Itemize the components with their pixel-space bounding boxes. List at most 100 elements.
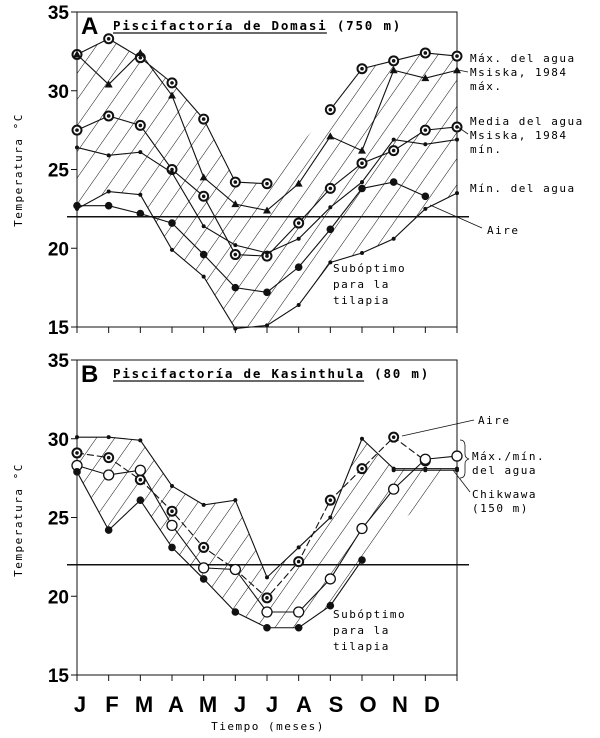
point-air-center <box>328 498 333 502</box>
point-mean_msiska <box>423 142 428 147</box>
point-min_water <box>263 623 271 632</box>
x-tick-label: M <box>199 692 217 717</box>
point-max_water <box>328 515 333 520</box>
point-min_msiska <box>328 260 333 265</box>
y-tick-label: 15 <box>48 666 70 687</box>
point-min_msiska <box>75 206 79 211</box>
legend-label: Aire <box>487 224 520 237</box>
panel-title-suffix: (750 m) <box>328 18 403 33</box>
point-min_msiska <box>296 302 301 307</box>
point-mean_open <box>324 573 336 585</box>
point-air-center <box>75 451 79 455</box>
point-min_water <box>389 178 398 186</box>
point-mean_water-center <box>423 128 428 132</box>
point-max_water <box>360 436 364 441</box>
point-max_msiska <box>168 91 176 99</box>
y-tick-label: 35 <box>48 3 70 24</box>
y-tick-label: 35 <box>48 351 70 372</box>
point-chikwawa <box>455 468 459 473</box>
panel-letter: A <box>81 13 98 40</box>
point-mean_open <box>198 562 210 574</box>
point-mean_msiska <box>170 170 174 175</box>
point-min_msiska <box>106 189 111 194</box>
point-max_water-center <box>201 117 206 121</box>
point-mean_water-center <box>233 252 238 257</box>
point-air-center <box>170 509 174 513</box>
point-mean_msiska <box>75 145 79 150</box>
legend-label: Chikwawa <box>472 488 537 501</box>
legend-label: Aire <box>478 414 511 427</box>
point-mean_msiska <box>233 243 238 248</box>
y-axis-title: Temperatura °C <box>12 463 25 577</box>
point-max_water-center <box>391 59 396 63</box>
hatched-range <box>77 437 457 628</box>
x-tick-label: F <box>105 692 118 717</box>
legend-label: Msiska, 1984 <box>470 129 567 142</box>
legend-label: Mín. del agua <box>470 182 576 195</box>
point-max_msiska <box>136 48 145 56</box>
point-mean_water-center <box>360 161 364 165</box>
suboptimal-label: tilapia <box>333 294 390 307</box>
point-max_msiska <box>421 74 430 82</box>
point-mean_open <box>356 522 368 535</box>
point-min_msiska <box>455 191 459 196</box>
legend-label: Media del agua <box>470 115 584 128</box>
series-line-min_water <box>77 181 426 293</box>
point-mean_water-center <box>328 186 333 191</box>
point-min_water <box>168 543 176 552</box>
point-mean_open <box>419 453 431 465</box>
point-max_msiska <box>73 50 81 58</box>
point-min_msiska <box>170 247 174 252</box>
x-axis-title: Tiempo (meses) <box>211 720 325 733</box>
point-mean_open <box>166 519 178 532</box>
point-max_water-center <box>360 66 364 71</box>
x-tick-label: J <box>74 692 86 717</box>
point-mean_open <box>388 483 400 495</box>
x-tick-label: S <box>329 692 344 717</box>
point-mean_open <box>134 464 146 476</box>
series-line-min_water <box>76 471 363 629</box>
point-air-center <box>138 477 143 482</box>
x-tick-label: O <box>359 692 376 717</box>
point-max_water <box>170 484 174 488</box>
point-max_msiska <box>104 80 113 88</box>
point-max_water-center <box>170 81 174 85</box>
point-min_water <box>168 219 176 227</box>
legend-label: del agua <box>472 464 537 477</box>
point-max_water <box>75 435 79 440</box>
point-chikwawa <box>423 468 428 473</box>
point-mean_msiska <box>296 236 301 241</box>
point-mean_water-center <box>75 128 79 132</box>
point-mean_open <box>261 606 273 618</box>
series-line-air <box>76 436 426 599</box>
point-mean_open <box>451 450 463 462</box>
leader-mean-a <box>457 126 469 135</box>
point-max_msiska <box>453 66 461 74</box>
point-max_msiska <box>326 132 335 140</box>
x-tick-label: A <box>168 692 184 717</box>
point-max_water <box>296 545 301 550</box>
legend-label: Msiska, 1984 <box>470 66 567 79</box>
point-min_water <box>104 526 113 534</box>
y-tick-label: 15 <box>48 318 70 339</box>
point-mean_msiska <box>360 180 364 185</box>
point-air-center <box>360 466 364 471</box>
point-max_msiska <box>358 146 366 154</box>
panel-title: Piscifactoría de Domasi (750 m) <box>113 18 402 33</box>
leader-chikwawa <box>452 469 471 493</box>
point-min_msiska <box>360 250 364 255</box>
point-max_water-center <box>328 107 333 112</box>
point-min_water <box>358 556 366 564</box>
legend-label: mín. <box>470 143 503 156</box>
point-mean_msiska <box>328 205 333 210</box>
point-min_msiska <box>201 274 206 279</box>
panel-a: 15 20 25 30 35 A Piscifactoría de Domasi (750 … <box>48 3 584 339</box>
point-air-center <box>391 435 396 439</box>
point-max_msiska <box>389 66 398 74</box>
point-chikwawa <box>391 468 396 473</box>
point-mean_water-center <box>391 148 396 153</box>
point-air-center <box>106 455 111 460</box>
point-max_msiska <box>294 179 303 187</box>
